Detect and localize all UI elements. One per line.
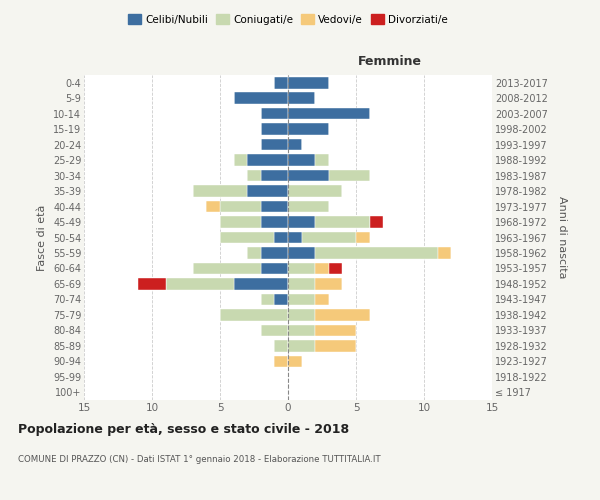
Text: Popolazione per età, sesso e stato civile - 2018: Popolazione per età, sesso e stato civil… [18, 422, 349, 436]
Bar [261, 216, 288, 228]
Bar [247, 186, 288, 197]
Bar [247, 170, 261, 181]
Bar [288, 108, 370, 120]
Bar [261, 324, 288, 336]
Bar [220, 216, 261, 228]
Bar [288, 278, 315, 289]
Y-axis label: Fasce di età: Fasce di età [37, 204, 47, 270]
Bar [288, 170, 329, 181]
Bar [288, 340, 315, 351]
Bar [288, 247, 315, 259]
Bar [233, 278, 288, 289]
Bar [315, 294, 329, 305]
Bar [288, 324, 315, 336]
Bar [315, 340, 356, 351]
Bar [233, 154, 247, 166]
Bar [315, 216, 370, 228]
Bar [261, 108, 288, 120]
Bar [193, 262, 261, 274]
Bar [315, 309, 370, 320]
Bar [288, 262, 315, 274]
Bar [261, 262, 288, 274]
Bar [288, 77, 329, 88]
Bar [288, 124, 329, 135]
Bar [288, 186, 343, 197]
Bar [288, 139, 302, 150]
Bar [274, 294, 288, 305]
Bar [315, 278, 343, 289]
Bar [220, 309, 288, 320]
Bar [274, 340, 288, 351]
Bar [261, 139, 288, 150]
Text: COMUNE DI PRAZZO (CN) - Dati ISTAT 1° gennaio 2018 - Elaborazione TUTTITALIA.IT: COMUNE DI PRAZZO (CN) - Dati ISTAT 1° ge… [18, 455, 380, 464]
Bar [206, 200, 220, 212]
Bar [288, 92, 315, 104]
Bar [315, 262, 329, 274]
Bar [261, 294, 274, 305]
Bar [247, 247, 261, 259]
Bar [329, 170, 370, 181]
Bar [261, 124, 288, 135]
Bar [166, 278, 233, 289]
Bar [261, 170, 288, 181]
Bar [220, 200, 261, 212]
Bar [288, 216, 315, 228]
Bar [261, 200, 288, 212]
Y-axis label: Anni di nascita: Anni di nascita [557, 196, 567, 279]
Bar [261, 247, 288, 259]
Bar [193, 186, 247, 197]
Bar [288, 154, 315, 166]
Bar [315, 247, 437, 259]
Bar [288, 200, 329, 212]
Bar [315, 154, 329, 166]
Bar [233, 92, 288, 104]
Bar [288, 294, 315, 305]
Bar [288, 356, 302, 367]
Bar [302, 232, 356, 243]
Bar [370, 216, 383, 228]
Bar [315, 324, 356, 336]
Bar [356, 232, 370, 243]
Bar [274, 232, 288, 243]
Bar [288, 309, 315, 320]
Bar [329, 262, 343, 274]
Bar [220, 232, 274, 243]
Bar [274, 77, 288, 88]
Bar [274, 356, 288, 367]
Text: Femmine: Femmine [358, 56, 422, 68]
Bar [288, 232, 302, 243]
Bar [437, 247, 451, 259]
Legend: Celibi/Nubili, Coniugati/e, Vedovi/e, Divorziati/e: Celibi/Nubili, Coniugati/e, Vedovi/e, Di… [124, 10, 452, 29]
Bar [139, 278, 166, 289]
Bar [247, 154, 288, 166]
